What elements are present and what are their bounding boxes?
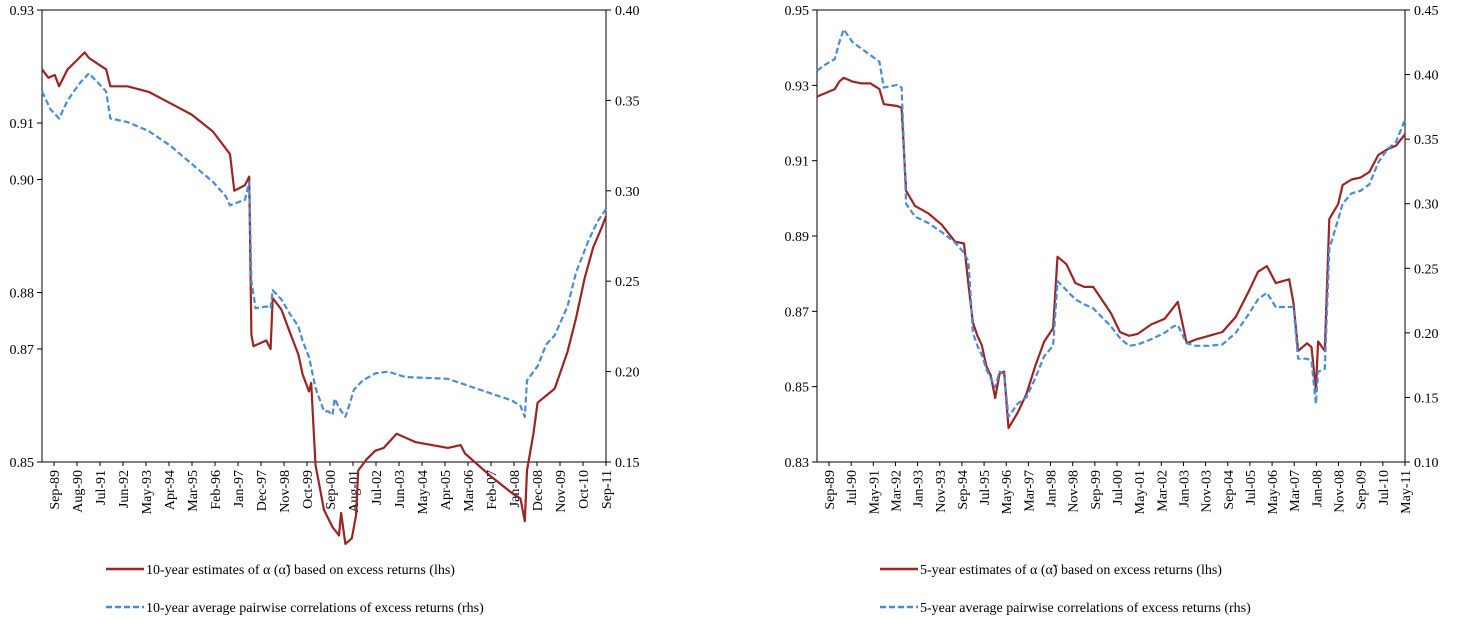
series-line-2-1 bbox=[817, 78, 1405, 428]
x-tick-label: Sep-89 bbox=[823, 470, 838, 510]
right-tick-label: 0.30 bbox=[1414, 198, 1439, 213]
x-tick-label: Jan-08 bbox=[1310, 470, 1325, 507]
x-tick-label: Jun-92 bbox=[117, 470, 132, 508]
left-tick-label: 0.95 bbox=[785, 4, 810, 19]
left-tick-label: 0.91 bbox=[10, 117, 35, 132]
x-tick-label: Jul-05 bbox=[1244, 470, 1259, 505]
right-tick-label: 0.20 bbox=[1414, 327, 1439, 342]
x-tick-label: Jul-95 bbox=[978, 470, 993, 505]
right-tick-label: 0.30 bbox=[615, 185, 640, 200]
left-tick-label: 0.88 bbox=[10, 287, 35, 302]
x-tick-label: May-06 bbox=[1266, 470, 1281, 514]
x-tick-label: Mar-07 bbox=[1288, 470, 1303, 512]
x-tick-label: Sep-09 bbox=[1355, 470, 1370, 510]
x-tick-label: Nov-93 bbox=[934, 470, 949, 513]
x-tick-label: Jan-93 bbox=[912, 470, 927, 507]
x-tick-label: May-01 bbox=[1133, 470, 1148, 514]
right-tick-label: 0.15 bbox=[1414, 391, 1439, 406]
x-tick-label: Oct-99 bbox=[301, 470, 316, 509]
x-tick-label: Mar-06 bbox=[462, 470, 477, 512]
x-tick-label: Aug-01 bbox=[347, 470, 362, 513]
x-tick-label: Jul-91 bbox=[94, 470, 109, 505]
x-tick-label: Mar-02 bbox=[1155, 470, 1170, 512]
x-tick-label: Dec-08 bbox=[531, 470, 546, 511]
right-tick-label: 0.40 bbox=[615, 4, 640, 19]
left-tick-label: 0.90 bbox=[10, 174, 35, 189]
left-tick-label: 0.87 bbox=[10, 343, 35, 358]
x-tick-label: Nov-09 bbox=[554, 470, 569, 513]
x-tick-label: Nov-08 bbox=[1333, 470, 1348, 513]
x-tick-label: Nov-98 bbox=[1067, 470, 1082, 513]
x-tick-label: Apr-94 bbox=[163, 470, 178, 510]
left-tick-label: 0.89 bbox=[785, 230, 810, 245]
x-tick-label: May-04 bbox=[416, 470, 431, 514]
right-tick-label: 0.15 bbox=[615, 456, 640, 471]
left-tick-label: 0.85 bbox=[10, 456, 35, 471]
x-tick-label: Jun-03 bbox=[393, 470, 408, 508]
x-tick-label: Jan-98 bbox=[1045, 470, 1060, 507]
x-tick-label: Jul-00 bbox=[1111, 470, 1126, 505]
left-tick-label: 0.91 bbox=[785, 155, 810, 170]
x-tick-label: Sep-11 bbox=[600, 470, 615, 509]
plot-frame-1 bbox=[42, 10, 606, 462]
x-tick-label: Dec-97 bbox=[255, 470, 270, 511]
legend-label: 10-year average pairwise correlations of… bbox=[146, 601, 484, 616]
x-tick-label: Nov-98 bbox=[278, 470, 293, 513]
series-line-1-2 bbox=[42, 73, 606, 417]
legend-label: 10-year estimates of α (α̃) based on exc… bbox=[146, 563, 455, 578]
x-tick-label: May-96 bbox=[1000, 470, 1015, 514]
x-tick-label: Sep-04 bbox=[1222, 470, 1237, 510]
right-tick-label: 0.25 bbox=[615, 275, 640, 290]
right-tick-label: 0.20 bbox=[615, 366, 640, 381]
x-tick-label: Mar-95 bbox=[186, 470, 201, 512]
x-tick-label: Sep-94 bbox=[956, 470, 971, 510]
right-tick-label: 0.10 bbox=[1414, 456, 1439, 471]
right-tick-label: 0.35 bbox=[1414, 133, 1439, 148]
x-tick-label: Jan-03 bbox=[1177, 470, 1192, 507]
legend-label: 5-year estimates of α (α̃) based on exce… bbox=[920, 563, 1222, 578]
x-tick-label: Mar-92 bbox=[889, 470, 904, 512]
x-tick-label: Oct-10 bbox=[577, 470, 592, 509]
x-tick-label: Nov-03 bbox=[1200, 470, 1215, 513]
x-tick-label: Feb-07 bbox=[485, 470, 500, 510]
left-tick-label: 0.85 bbox=[785, 381, 810, 396]
plot-frame-2 bbox=[817, 10, 1405, 462]
x-tick-label: May-93 bbox=[140, 470, 155, 514]
right-tick-label: 0.25 bbox=[1414, 262, 1439, 277]
x-tick-label: Jul-02 bbox=[370, 470, 385, 505]
left-tick-label: 0.93 bbox=[785, 79, 810, 94]
x-tick-label: May-91 bbox=[867, 470, 882, 514]
x-tick-label: Mar-97 bbox=[1022, 470, 1037, 512]
x-tick-label: Sep-99 bbox=[1089, 470, 1104, 510]
x-tick-label: May-11 bbox=[1399, 470, 1414, 514]
x-tick-label: Sep-00 bbox=[324, 470, 339, 510]
x-tick-label: Feb-96 bbox=[209, 470, 224, 510]
x-tick-label: Apr-05 bbox=[439, 470, 454, 510]
right-tick-label: 0.40 bbox=[1414, 69, 1439, 84]
legend-label: 5-year average pairwise correlations of … bbox=[920, 601, 1251, 616]
x-tick-label: Jul-90 bbox=[845, 470, 860, 505]
left-tick-label: 0.83 bbox=[785, 456, 810, 471]
x-tick-label: Sep-89 bbox=[48, 470, 63, 510]
right-tick-label: 0.45 bbox=[1414, 4, 1439, 19]
right-tick-label: 0.35 bbox=[615, 94, 640, 109]
x-tick-label: Jul-10 bbox=[1377, 470, 1392, 505]
x-tick-label: Jan-97 bbox=[232, 470, 247, 507]
left-tick-label: 0.87 bbox=[785, 305, 810, 320]
left-tick-label: 0.93 bbox=[10, 4, 35, 19]
x-tick-label: Aug-90 bbox=[71, 470, 86, 513]
